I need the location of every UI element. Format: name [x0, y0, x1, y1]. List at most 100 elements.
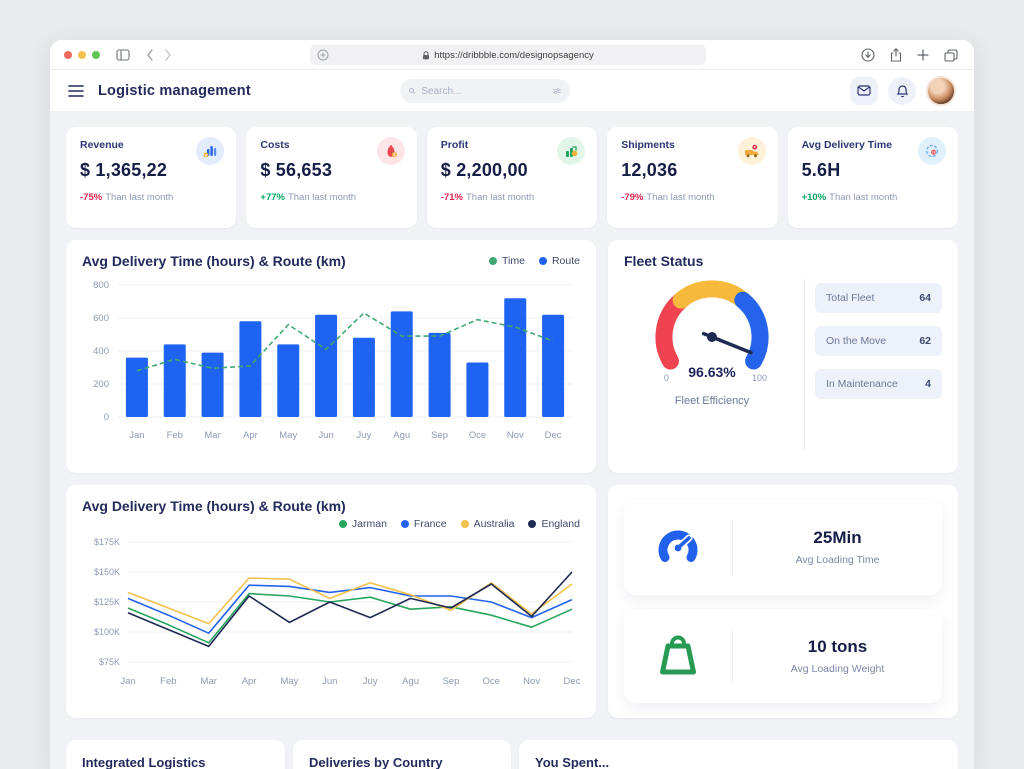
close-window-button[interactable] — [64, 50, 72, 59]
svg-text:Oce: Oce — [483, 676, 500, 687]
fleet-status-title: Fleet Status — [624, 253, 704, 269]
loading-stats-card: 25Min Avg Loading Time 10 tons Avg Loadi… — [608, 485, 958, 718]
line-chart-card: Avg Delivery Time (hours) & Route (km) J… — [66, 485, 596, 718]
svg-text:96.63%: 96.63% — [688, 364, 736, 380]
integrated-logistics-card: Integrated Logistics — [66, 740, 285, 769]
kpi-label: Revenue — [80, 139, 124, 151]
svg-text:800: 800 — [93, 280, 109, 291]
lock-icon — [423, 50, 430, 59]
minimize-window-button[interactable] — [78, 50, 86, 59]
svg-text:$150K: $150K — [94, 567, 120, 577]
kpi-label: Profit — [440, 139, 469, 151]
avg-loading-time-card: 25Min Avg Loading Time — [624, 500, 942, 595]
mail-icon — [857, 85, 871, 96]
bar-chart-card: Avg Delivery Time (hours) & Route (km) T… — [66, 240, 596, 473]
svg-text:Juy: Juy — [363, 676, 378, 687]
line-chart-legend: Jarman France Australia England — [338, 518, 580, 530]
kpi-value: 12,036 — [621, 160, 678, 180]
svg-text:$100K: $100K — [94, 627, 120, 637]
jarman-legend-dot — [338, 520, 347, 528]
back-button[interactable] — [146, 48, 154, 61]
svg-text:$175K: $175K — [94, 537, 120, 547]
svg-text:$: $ — [393, 152, 396, 157]
svg-text:400: 400 — [93, 346, 109, 357]
forward-button[interactable] — [164, 48, 172, 61]
fleet-stat-maintenance: In Maintenance 4 — [815, 369, 942, 399]
svg-text:Oce: Oce — [469, 430, 486, 441]
svg-text:$: $ — [205, 153, 208, 158]
speedometer-icon — [624, 524, 732, 570]
clock-24h-icon: 24 — [917, 137, 946, 165]
fleet-stat-total: Total Fleet 64 — [815, 283, 942, 313]
kpi-delta: -75% — [80, 192, 103, 203]
browser-window: https://dribbble.com/designopsagency Log… — [50, 40, 974, 769]
sidebar-toggle-icon[interactable] — [116, 48, 130, 61]
svg-text:Nov: Nov — [507, 430, 524, 441]
svg-text:Juy: Juy — [357, 430, 372, 441]
route-legend-dot — [538, 257, 547, 265]
fleet-status-card: Fleet Status 96.63% 0 100 Fleet Efficiency… — [608, 240, 958, 473]
maximize-window-button[interactable] — [92, 50, 100, 59]
legend-item-jarman[interactable]: Jarman — [338, 518, 387, 530]
fleet-gauge: 96.63% 0 100 — [655, 280, 769, 383]
browser-chrome: https://dribbble.com/designopsagency — [50, 40, 974, 70]
fleet-stats-list: Total Fleet 64 On the Move 62 In Maintenan… — [815, 273, 942, 460]
you-spent-card: You Spent... — [519, 740, 958, 769]
user-avatar[interactable] — [926, 75, 956, 106]
kpi-note: Than last month — [646, 192, 715, 203]
svg-text:Feb: Feb — [167, 430, 183, 441]
notifications-button[interactable] — [888, 76, 916, 105]
bar-chart-canvas: 800 600 400 200 0 Jan Feb Mar Apr May Jun Juy Agu Sep… — [93, 280, 572, 441]
messages-button[interactable] — [850, 76, 878, 105]
legend-item-australia[interactable]: Australia — [460, 518, 514, 530]
svg-text:200: 200 — [93, 379, 109, 390]
svg-text:0: 0 — [104, 412, 109, 423]
svg-text:Nov: Nov — [523, 676, 540, 687]
england-legend-dot — [528, 520, 537, 528]
deliveries-by-country-title: Deliveries by Country — [309, 755, 443, 769]
avg-loading-time-value: 25Min — [813, 528, 862, 548]
svg-text:Sep: Sep — [431, 430, 448, 441]
integrated-logistics-title: Integrated Logistics — [82, 755, 206, 769]
weight-bag-icon — [624, 631, 732, 681]
profit-growth-icon — [557, 137, 586, 165]
legend-item-route[interactable]: Route — [538, 255, 580, 267]
page-info-icon[interactable] — [317, 49, 329, 61]
svg-text:Agu: Agu — [402, 676, 419, 687]
svg-text:$125K: $125K — [94, 597, 120, 607]
kpi-note: Than last month — [287, 192, 357, 203]
svg-text:Dec: Dec — [564, 676, 580, 687]
search-input[interactable] — [421, 85, 554, 97]
avg-loading-weight-label: Avg Loading Weight — [790, 662, 885, 675]
menu-icon[interactable] — [68, 84, 84, 97]
avg-loading-weight-value: 10 tons — [807, 636, 868, 656]
legend-item-time[interactable]: Time — [489, 255, 525, 267]
filter-sliders-icon[interactable] — [553, 86, 561, 96]
svg-text:Feb: Feb — [160, 676, 176, 687]
bar-chart-title: Avg Delivery Time (hours) & Route (km) — [82, 253, 346, 269]
legend-item-england[interactable]: England — [528, 518, 580, 530]
kpi-card-revenue: Revenue $ $ 1,365,22 -75% Than last month — [66, 127, 237, 228]
kpi-delta: -79% — [621, 192, 644, 203]
bell-icon — [896, 84, 908, 97]
avg-loading-weight-card: 10 tons Avg Loading Weight — [624, 608, 942, 703]
kpi-delta: -71% — [440, 192, 463, 203]
new-tab-icon[interactable] — [917, 49, 929, 61]
tab-overview-icon[interactable] — [944, 48, 958, 62]
share-icon[interactable] — [890, 48, 902, 62]
downloads-icon[interactable] — [861, 48, 875, 62]
money-bag-icon: $ — [376, 137, 405, 165]
svg-text:Sep: Sep — [442, 676, 459, 687]
divider — [804, 279, 805, 450]
kpi-card-costs: Costs $ $ 56,653 +77% Than last month — [246, 127, 417, 228]
address-bar[interactable]: https://dribbble.com/designopsagency — [310, 45, 706, 65]
kpi-card-avg-delivery-time: Avg Delivery Time 24 5.6H +10% Than last … — [787, 127, 958, 228]
kpi-delta: +10% — [801, 192, 827, 203]
divider — [732, 627, 733, 685]
kpi-delta: +77% — [260, 192, 285, 203]
gauge-caption: Fleet Efficiency — [674, 395, 750, 407]
legend-item-france[interactable]: France — [400, 518, 447, 530]
france-legend-dot — [400, 520, 409, 528]
search-bar — [400, 79, 570, 103]
kpi-note: Than last month — [105, 192, 174, 203]
